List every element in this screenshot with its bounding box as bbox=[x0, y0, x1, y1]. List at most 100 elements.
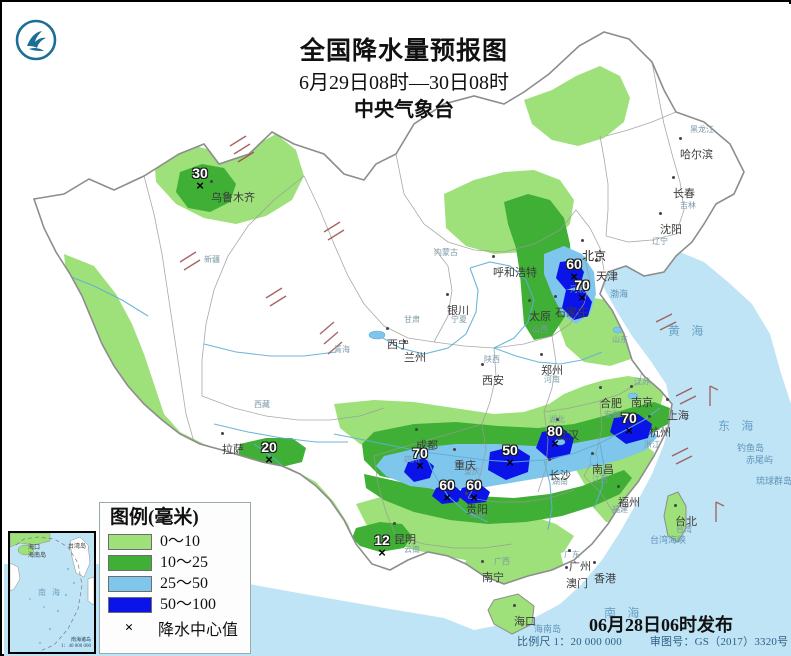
city-dot-icon bbox=[210, 180, 213, 183]
city-name: 福州 bbox=[618, 497, 640, 509]
city-name: 合肥 bbox=[600, 398, 622, 410]
precip-center-x-icon: × bbox=[416, 458, 424, 473]
city-label: 拉萨 bbox=[221, 432, 244, 458]
city-dot-icon bbox=[630, 385, 633, 388]
city-dot-icon bbox=[386, 327, 389, 330]
map-scale: 比例尺 1：20 000 000 bbox=[517, 636, 622, 648]
china-national-border bbox=[32, 31, 745, 585]
city-name: 天津 bbox=[596, 271, 618, 283]
city-dot-icon bbox=[446, 293, 449, 296]
legend-swatch-2 bbox=[108, 576, 152, 593]
precip-center-marker: 70 × bbox=[408, 446, 432, 472]
precip-center-marker: 60 × bbox=[435, 478, 459, 504]
city-name: 兰州 bbox=[404, 352, 426, 364]
city-label: 北京 bbox=[581, 239, 607, 265]
legend-swatch-3 bbox=[108, 597, 152, 614]
city-label: 沈阳 bbox=[659, 212, 682, 238]
city-name: 南宁 bbox=[482, 572, 504, 584]
precip-center-x-icon: × bbox=[196, 178, 204, 193]
city-name: 海口 bbox=[514, 616, 536, 628]
precip-center-value: 20 bbox=[261, 439, 277, 455]
city-name: 香港 bbox=[594, 573, 616, 585]
legend-title: 图例(毫米) bbox=[110, 507, 199, 528]
city-label: 成都 bbox=[415, 428, 438, 454]
city-dot-icon bbox=[465, 492, 468, 495]
city-label: 太原 bbox=[528, 299, 551, 325]
city-dot-icon bbox=[415, 428, 418, 431]
city-name: 哈尔滨 bbox=[680, 149, 713, 161]
legend-label-1: 10～25 bbox=[160, 554, 209, 572]
city-name: 长春 bbox=[673, 188, 695, 200]
city-dot-icon bbox=[591, 452, 594, 455]
city-label: 合肥 bbox=[599, 386, 622, 412]
city-dot-icon bbox=[565, 566, 568, 569]
province-label: 贵州 bbox=[469, 510, 485, 519]
precip-center-marker: 20 × bbox=[257, 440, 281, 466]
city-label: 南京 bbox=[630, 385, 653, 411]
legend-items: 0～10 10～25 25～50 50～100 bbox=[108, 532, 244, 616]
city-dot-icon bbox=[595, 259, 598, 262]
province-label: 四川 bbox=[404, 455, 420, 464]
city-label: 哈尔滨 bbox=[679, 137, 713, 163]
province-label: 云南 bbox=[404, 545, 420, 554]
province-label: 宁夏 bbox=[451, 315, 467, 324]
province-label: 吉林 bbox=[680, 201, 696, 210]
city-dot-icon bbox=[548, 458, 551, 461]
inset-scale-line1: 南海诸岛 bbox=[70, 637, 91, 643]
city-dot-icon bbox=[674, 504, 677, 507]
city-name: 南昌 bbox=[592, 464, 614, 476]
city-dot-icon bbox=[679, 137, 682, 140]
city-label: 银川 bbox=[446, 293, 469, 319]
precip-center-value: 70 bbox=[412, 445, 428, 461]
province-label: 河南 bbox=[544, 375, 560, 384]
legend-box: 图例(毫米) 0～10 10～25 25～50 50～100 × 降水中心值 bbox=[99, 502, 251, 654]
sea-label: 渤海 bbox=[610, 289, 629, 299]
sea-label: 琉球群岛 bbox=[756, 476, 791, 486]
precip-center-marker: 70 × bbox=[617, 411, 641, 437]
province-label: 山东 bbox=[612, 335, 628, 344]
province-label: 陕西 bbox=[484, 355, 500, 364]
inset-label-haikou: 海口 bbox=[28, 545, 41, 551]
legend-center-label: 降水中心值 bbox=[158, 622, 239, 640]
city-name: 西安 bbox=[482, 375, 504, 387]
legend-row-1: 10～25 bbox=[108, 553, 244, 574]
city-name: 太原 bbox=[529, 311, 551, 323]
city-label: 杭州 bbox=[648, 415, 671, 441]
city-dot-icon bbox=[492, 255, 495, 258]
inset-label-south-sea: 南 海 bbox=[38, 588, 62, 597]
sea-label: 海南岛 bbox=[534, 624, 562, 634]
city-dot-icon bbox=[393, 522, 396, 525]
city-label: 天津 bbox=[595, 259, 618, 285]
sea-label: 钓鱼岛 bbox=[737, 443, 765, 453]
province-label: 浙江 bbox=[644, 440, 660, 449]
legend-row-0: 0～10 bbox=[108, 532, 244, 553]
legend-row-3: 50～100 bbox=[108, 595, 244, 616]
city-dot-icon bbox=[403, 340, 406, 343]
province-label: 江苏 bbox=[634, 377, 650, 386]
precip-center-x-icon: × bbox=[551, 436, 559, 451]
province-label: 福建 bbox=[612, 505, 628, 514]
province-label: 黑龙江 bbox=[690, 125, 714, 134]
rivers bbox=[63, 261, 661, 531]
precip-center-x-icon: × bbox=[578, 290, 586, 305]
province-label: 江西 bbox=[592, 475, 608, 484]
legend-center-row: × 降水中心值 bbox=[108, 618, 244, 640]
city-label: 贵阳 bbox=[465, 492, 488, 518]
province-label: 山西 bbox=[532, 325, 548, 334]
city-dot-icon bbox=[453, 448, 456, 451]
city-name: 上海 bbox=[667, 410, 689, 422]
city-label: 南宁 bbox=[481, 560, 504, 586]
precip-center-value: 60 bbox=[439, 477, 455, 493]
city-name: 北京 bbox=[582, 249, 607, 263]
precip-center-x-icon: × bbox=[570, 269, 578, 284]
precip-center-value: 12 bbox=[374, 532, 390, 548]
province-label: 湖南 bbox=[552, 477, 568, 486]
precip-center-value: 30 bbox=[192, 165, 208, 181]
city-name: 郑州 bbox=[541, 365, 563, 377]
city-label: 南昌 bbox=[591, 452, 614, 478]
precip-center-x-icon: × bbox=[625, 423, 633, 438]
city-label: 西安 bbox=[481, 363, 504, 389]
city-label: 广州 bbox=[568, 549, 591, 575]
precip-center-marker: 30 × bbox=[188, 166, 212, 192]
